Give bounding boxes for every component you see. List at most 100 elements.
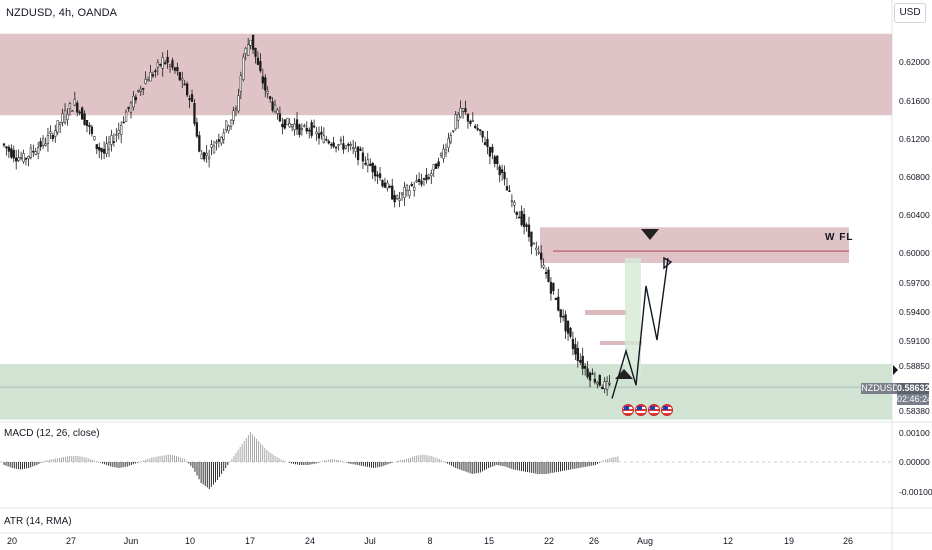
candle-body bbox=[361, 152, 365, 162]
candle-body bbox=[159, 64, 162, 66]
candle-body bbox=[264, 77, 267, 91]
price-tick-label: 0.59400 bbox=[899, 307, 930, 317]
candle-body bbox=[107, 142, 111, 150]
time-axis[interactable]: 20 27 Jun 10 17 24 Jul 8 15 22 26 Aug 12 19 26 bbox=[7, 536, 853, 546]
candle-body bbox=[393, 195, 396, 203]
price-axis[interactable]: 0.62000 0.61600 0.61200 0.60800 0.60400 0.600… bbox=[899, 57, 930, 416]
candle-body bbox=[500, 169, 504, 173]
candle-body bbox=[466, 113, 470, 122]
candle-body bbox=[356, 146, 360, 161]
candle-body bbox=[420, 180, 423, 185]
candle-body bbox=[435, 163, 438, 169]
candle-body bbox=[332, 142, 335, 147]
candle-body bbox=[98, 147, 101, 151]
candle-body bbox=[308, 129, 311, 132]
candle-body bbox=[486, 138, 489, 147]
candle-body bbox=[605, 381, 609, 390]
candle-body bbox=[290, 124, 294, 128]
candle-body bbox=[339, 139, 343, 142]
candle-body bbox=[503, 172, 506, 180]
candle-body bbox=[547, 269, 550, 283]
candle-body bbox=[139, 89, 142, 92]
candle-body bbox=[300, 128, 304, 130]
candle-body bbox=[559, 309, 562, 318]
candle-body bbox=[144, 79, 147, 84]
candle-body bbox=[56, 120, 59, 133]
us-flag-icon[interactable] bbox=[648, 404, 660, 416]
time-tick-label: Jun bbox=[124, 536, 139, 546]
macd-tick-label: -0.00100 bbox=[899, 487, 932, 497]
candle-body bbox=[83, 113, 86, 125]
macd-pane: 0.00100 0.00000 -0.00100 bbox=[0, 428, 932, 497]
time-tick-label: 22 bbox=[544, 536, 554, 546]
candle-body bbox=[334, 146, 338, 149]
candle-body bbox=[522, 214, 526, 227]
candle-body bbox=[61, 113, 64, 123]
macd-label[interactable]: MACD (12, 26, close) bbox=[4, 428, 100, 439]
price-tick-label: 0.59700 bbox=[899, 278, 930, 288]
us-flag-icon[interactable] bbox=[635, 404, 647, 416]
candle-body bbox=[491, 146, 494, 153]
candle-body bbox=[288, 123, 291, 128]
us-flag-icon[interactable] bbox=[622, 404, 634, 416]
time-tick-label: 26 bbox=[589, 536, 599, 546]
us-flag-icon[interactable] bbox=[661, 404, 673, 416]
candle-body bbox=[449, 135, 452, 143]
candle-body bbox=[478, 129, 482, 132]
candle-body bbox=[483, 142, 487, 145]
candle-body bbox=[442, 148, 445, 159]
target-box bbox=[625, 258, 641, 378]
currency-button[interactable]: USD bbox=[894, 3, 926, 23]
candle-body bbox=[85, 120, 89, 126]
candle-body bbox=[518, 216, 521, 219]
macd-tick-label: 0.00000 bbox=[899, 457, 930, 467]
candle-body bbox=[39, 141, 42, 147]
candle-body bbox=[120, 125, 123, 135]
candle-body bbox=[225, 120, 228, 131]
candle-body bbox=[176, 67, 179, 72]
candle-body bbox=[444, 149, 448, 154]
candle-body bbox=[234, 108, 238, 111]
economic-events[interactable] bbox=[622, 404, 673, 418]
candle-body bbox=[410, 184, 413, 186]
candle-body bbox=[239, 75, 243, 92]
candle-body bbox=[278, 113, 282, 122]
candle-body bbox=[254, 47, 257, 57]
atr-label[interactable]: ATR (14, RMA) bbox=[4, 516, 72, 527]
candle-body bbox=[156, 62, 159, 68]
candle-body bbox=[22, 153, 25, 163]
candle-body bbox=[124, 111, 128, 122]
path-arrowhead-icon bbox=[663, 256, 673, 270]
candle-body bbox=[508, 190, 511, 193]
candle-body bbox=[134, 96, 138, 101]
candle-body bbox=[129, 102, 133, 113]
candle-body bbox=[198, 135, 201, 152]
time-tick-label: Jul bbox=[364, 536, 376, 546]
candle-body bbox=[173, 67, 177, 71]
candle-body bbox=[166, 56, 169, 63]
candle-body bbox=[281, 123, 284, 128]
down-triangle-icon bbox=[641, 229, 659, 240]
price-tick-label: 0.59100 bbox=[899, 336, 930, 346]
symbol-title[interactable]: NZDUSD, 4h, OANDA bbox=[6, 7, 118, 19]
candle-body bbox=[327, 140, 330, 144]
candle-body bbox=[496, 155, 499, 164]
candle-body bbox=[190, 94, 194, 102]
candle-body bbox=[276, 109, 279, 114]
time-tick-label: 20 bbox=[7, 536, 17, 546]
candle-body bbox=[237, 95, 240, 112]
candle-body bbox=[564, 314, 567, 332]
candle-body bbox=[193, 103, 196, 124]
candle-body bbox=[298, 124, 301, 135]
candle-body bbox=[93, 136, 96, 141]
candle-body bbox=[601, 387, 604, 389]
candle-body bbox=[330, 144, 333, 146]
candle-body bbox=[376, 174, 379, 177]
candle-body bbox=[161, 57, 164, 69]
candle-body bbox=[210, 144, 213, 148]
macd-tick-label: 0.00100 bbox=[899, 428, 930, 438]
candle-body bbox=[24, 158, 28, 160]
candle-body bbox=[151, 74, 155, 77]
candle-body bbox=[59, 122, 62, 125]
